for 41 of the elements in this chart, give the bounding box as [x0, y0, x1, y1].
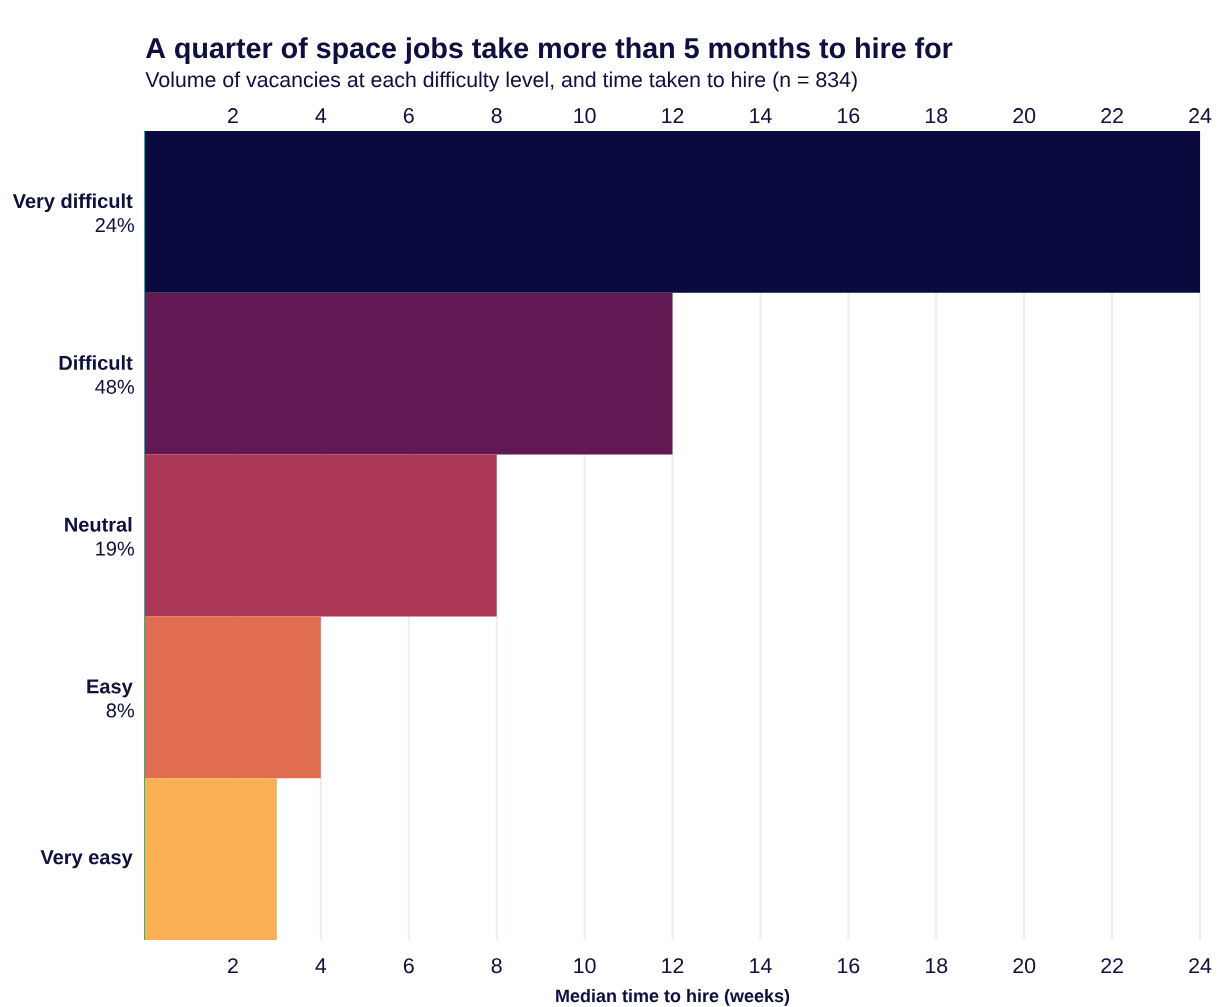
chart-subtitle: Volume of vacancies at each difficulty level, and time taken to hire (n = 834)	[145, 71, 857, 92]
x2-tick-label: 6	[403, 958, 414, 974]
bar	[145, 131, 1201, 293]
x2-tick-label: 12	[662, 958, 684, 974]
x-tick-label: 16	[838, 108, 860, 124]
x-tick-label: 6	[403, 108, 414, 124]
x-tick-label: 12	[662, 108, 684, 123]
x-tick-label: 22	[1101, 108, 1123, 123]
x-tick-label: 4	[315, 108, 327, 123]
y-tick-label: Very easy	[40, 850, 133, 869]
bar	[145, 616, 321, 779]
x2-tick-label: 4	[315, 958, 327, 974]
x-axis-title: Median time to hire (weeks)	[556, 988, 790, 1006]
x2-tick-label: 22	[1101, 958, 1123, 974]
text: 24%	[95, 217, 135, 233]
bar	[145, 292, 673, 455]
y-tick-label: Very difficult	[12, 193, 133, 213]
x2-tick-label: 10	[574, 958, 596, 974]
text: 19%	[96, 541, 135, 556]
x-tick-label: 2	[228, 108, 238, 123]
x2-tick-label: 2	[228, 958, 238, 974]
x2-tick-label: 16	[838, 958, 860, 974]
x2-tick-label: 20	[1013, 958, 1036, 974]
y-tick-label: Difficult	[59, 355, 133, 370]
x-tick-label: 24	[1189, 108, 1212, 123]
x2-tick-label: 14	[750, 958, 772, 974]
text: 48%	[95, 379, 135, 394]
y-tick-label: Easy	[87, 679, 133, 698]
x2-tick-label: 24	[1189, 958, 1212, 974]
x2-tick-label: 8	[491, 958, 502, 974]
x2-tick-label: 18	[926, 958, 948, 974]
y-tick-label: Neutral	[65, 517, 132, 532]
text: 8%	[106, 703, 135, 718]
x-tick-label: 18	[926, 108, 948, 124]
bar	[145, 454, 497, 617]
x-tick-label: 14	[750, 108, 772, 123]
x-tick-label: 10	[574, 108, 596, 124]
bar	[145, 778, 277, 941]
chart-title: A quarter of space jobs take more than 5 months to hire for	[145, 37, 953, 64]
x-tick-label: 8	[491, 108, 502, 124]
x-tick-label: 20	[1013, 108, 1036, 124]
